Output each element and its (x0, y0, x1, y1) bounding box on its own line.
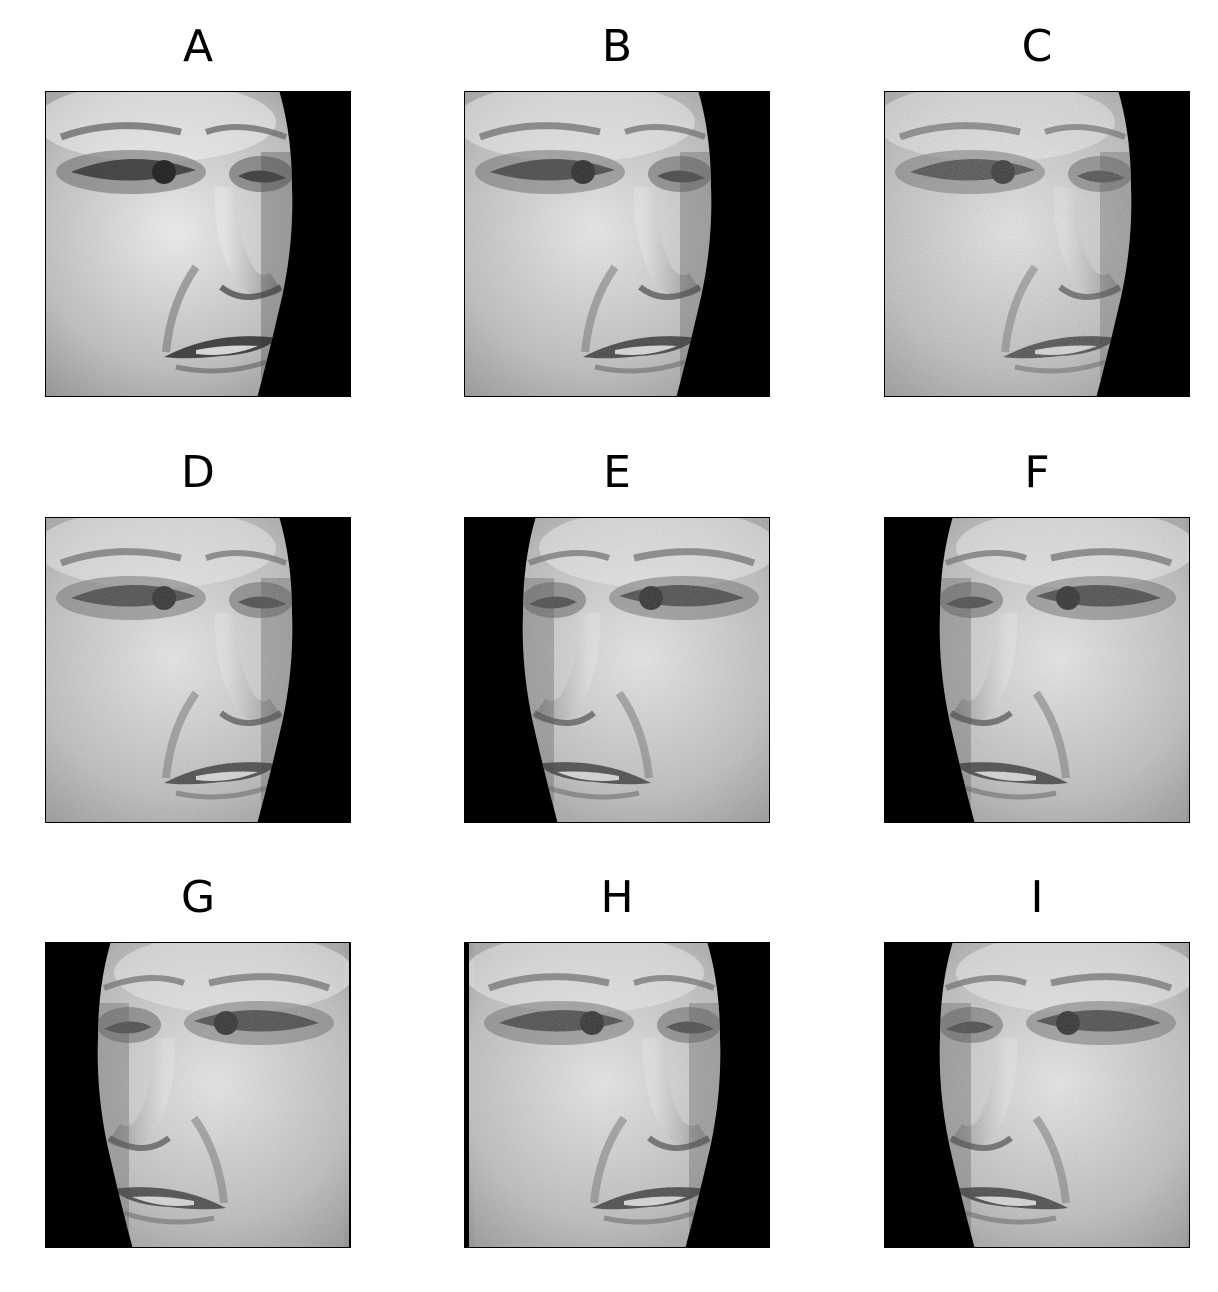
panel-label: F (1024, 447, 1050, 498)
face-photo (465, 92, 769, 396)
face-photo (46, 92, 350, 396)
face-photo (885, 943, 1189, 1247)
face-photo (885, 518, 1189, 822)
face-photo (46, 518, 350, 822)
panel-label: H (600, 872, 634, 923)
face-image-frame (464, 942, 770, 1248)
panel-label: I (1030, 872, 1044, 923)
face-image-frame (884, 517, 1190, 823)
face-image-frame (884, 942, 1190, 1248)
face-image-frame (884, 91, 1190, 397)
face-image-frame (45, 517, 351, 823)
face-photo (885, 92, 1189, 396)
panel-label: D (181, 447, 215, 498)
face-image-frame (464, 91, 770, 397)
face-photo (46, 943, 350, 1247)
face-photo (465, 943, 769, 1247)
face-image-frame (464, 517, 770, 823)
face-photo (465, 518, 769, 822)
face-image-frame (45, 91, 351, 397)
panel-label: E (603, 447, 631, 498)
panel-label: G (180, 872, 216, 923)
face-image-frame (45, 942, 351, 1248)
panel-label: C (1021, 21, 1053, 72)
panel-label: A (182, 21, 214, 72)
panel-label: B (601, 21, 633, 72)
